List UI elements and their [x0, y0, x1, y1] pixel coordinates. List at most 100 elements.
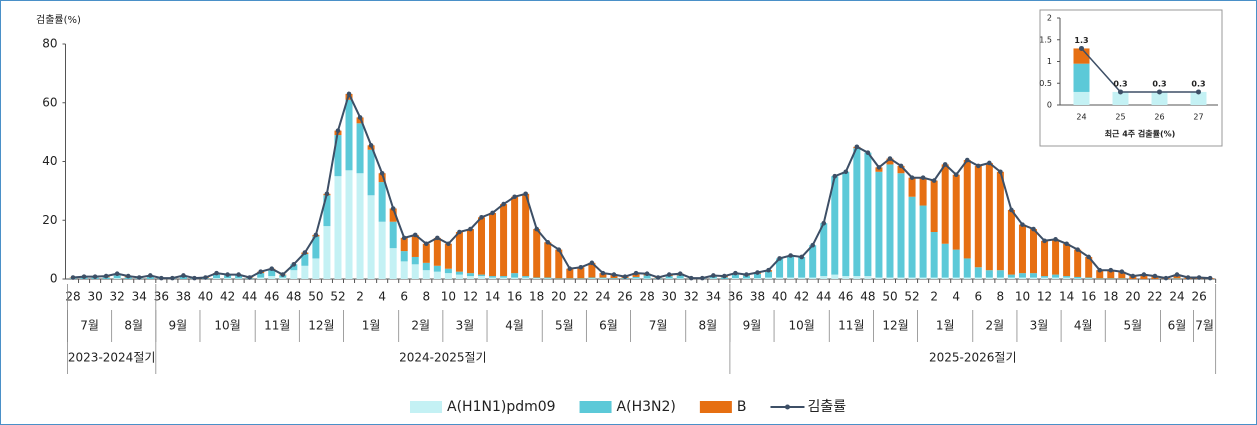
line-marker [280, 272, 286, 277]
bar-segment [1074, 249, 1082, 277]
x-tick-label: 46 [264, 290, 279, 304]
bar-segment [842, 276, 850, 279]
y-tick-label: 0 [1047, 101, 1052, 110]
bar-segment [268, 270, 276, 277]
y-tick-label: 1.5 [1039, 35, 1052, 44]
bar-segment [1073, 63, 1090, 92]
month-label: 12월 [882, 319, 908, 333]
line-marker [435, 235, 440, 241]
bar-segment [798, 277, 806, 279]
x-tick-label: 25 [1115, 113, 1125, 122]
bar-segment [776, 258, 784, 278]
line-marker [468, 226, 473, 232]
line-marker [401, 235, 407, 241]
bar-segment [533, 278, 541, 279]
bar-segment [1085, 256, 1093, 278]
bar-segment [1052, 239, 1060, 275]
bar-segment [599, 277, 607, 279]
x-tick-label: 50 [308, 290, 323, 304]
bar-segment [389, 248, 397, 279]
bar-segment [544, 278, 552, 279]
bar-segment [1007, 277, 1015, 279]
line-marker [766, 267, 771, 273]
bar-segment [1030, 277, 1037, 279]
bar-segment [963, 277, 971, 279]
bar-segment [798, 256, 806, 278]
bar-segment [1018, 277, 1026, 279]
bar-segment [1041, 277, 1049, 279]
bar-segment [224, 278, 232, 279]
bar-segment [179, 276, 187, 279]
bar-segment [334, 176, 342, 279]
bar-segment [820, 223, 828, 277]
bar-segment [919, 277, 927, 279]
y-tick-label: 0.5 [1039, 79, 1052, 88]
bar-segment [257, 273, 265, 278]
line-marker [810, 242, 815, 248]
bar-segment [930, 277, 938, 279]
bar-segment [952, 249, 960, 278]
line-marker [987, 160, 992, 166]
line-marker [1086, 254, 1091, 260]
line-marker [346, 91, 352, 97]
bar-segment [1074, 278, 1082, 279]
x-tick-label: 4 [952, 290, 960, 304]
line-marker [379, 170, 385, 176]
legend-swatch [699, 401, 732, 413]
bar-segment [312, 236, 320, 259]
line-marker [898, 163, 904, 169]
line-marker [700, 275, 705, 281]
line-marker [711, 273, 716, 278]
line-marker [909, 175, 915, 180]
bar-segment [213, 278, 221, 279]
month-label: 9월 [743, 319, 762, 333]
line-marker [291, 262, 297, 267]
line-marker [887, 156, 893, 161]
line-marker [225, 272, 230, 277]
bar-segment [1074, 276, 1082, 279]
bar-segment [974, 165, 982, 268]
season-label: 2025-2026절기 [929, 351, 1017, 365]
line-marker [446, 241, 451, 247]
month-label: 9월 [169, 319, 188, 333]
line-marker [479, 215, 484, 220]
line-marker [258, 269, 264, 274]
legend-label: A(H1N1)pdm09 [447, 399, 556, 415]
bar-segment [422, 243, 430, 263]
y-tick-label: 2 [1047, 14, 1052, 23]
bar-segment [1063, 276, 1071, 278]
bar-segment [389, 208, 397, 222]
value-label: 0.3 [1152, 79, 1166, 88]
bar-segment [334, 135, 342, 177]
x-tick-label: 6 [400, 290, 408, 304]
bar-segment [941, 164, 949, 244]
bar-segment [555, 278, 563, 279]
bar-segment [665, 278, 673, 279]
legend-label: B [737, 399, 747, 415]
line-marker [236, 272, 241, 277]
bar-segment [1052, 274, 1060, 278]
month-label: 11월 [264, 319, 290, 333]
bar-segment [985, 277, 993, 279]
y-tick-label: 40 [42, 154, 57, 168]
x-tick-label: 38 [176, 290, 191, 304]
line-marker [688, 275, 694, 281]
month-label: 1월 [936, 319, 955, 333]
line-marker [148, 273, 153, 278]
bar-segment [676, 275, 684, 279]
bar-segment [1063, 277, 1071, 279]
line-marker [666, 272, 672, 277]
bar-segment [996, 270, 1004, 278]
bar-segment [908, 277, 916, 279]
x-tick-label: 24 [1169, 290, 1184, 304]
bar-segment [765, 271, 773, 278]
x-tick-label: 26 [1154, 113, 1164, 122]
bar-segment [235, 278, 243, 279]
bar-segment [466, 273, 474, 277]
line-marker [1174, 272, 1180, 277]
x-tick-label: 48 [860, 290, 875, 304]
bar-segment [577, 278, 585, 279]
line-marker [865, 150, 871, 155]
line-marker [70, 275, 76, 280]
